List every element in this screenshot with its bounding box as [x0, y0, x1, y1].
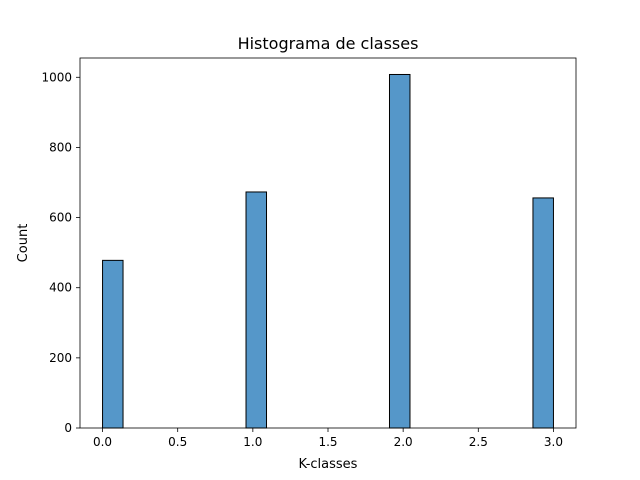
- x-tick-label: 2.0: [394, 435, 413, 449]
- y-tick-label: 600: [49, 211, 72, 225]
- x-axis-label: K-classes: [299, 457, 358, 472]
- x-tick-label: 0.0: [93, 435, 112, 449]
- histogram-bar-2: [388, 73, 411, 429]
- histogram-bar-0: [102, 259, 124, 429]
- y-tick-label: 200: [49, 351, 72, 365]
- histogram-bar-3: [532, 197, 554, 429]
- y-tick-label: 0: [64, 421, 72, 435]
- x-tick-label: 1.0: [243, 435, 262, 449]
- y-tick-label: 1000: [41, 70, 72, 84]
- x-tick-label: 3.0: [544, 435, 563, 449]
- x-tick-label: 2.5: [469, 435, 488, 449]
- x-tick-label: 0.5: [168, 435, 187, 449]
- histogram-bar-1: [245, 191, 268, 429]
- x-tick-label: 1.5: [318, 435, 337, 449]
- chart-title: Histograma de classes: [238, 34, 419, 53]
- bars-layer: [102, 73, 554, 429]
- y-tick-label: 800: [49, 140, 72, 154]
- y-tick-label: 400: [49, 281, 72, 295]
- axes-layer: 0.0 0.5 1.0 1.5 2.0 2.5 3.0 0 200 400 600 800 1000: [41, 57, 577, 449]
- y-axis-label: Count: [16, 224, 31, 263]
